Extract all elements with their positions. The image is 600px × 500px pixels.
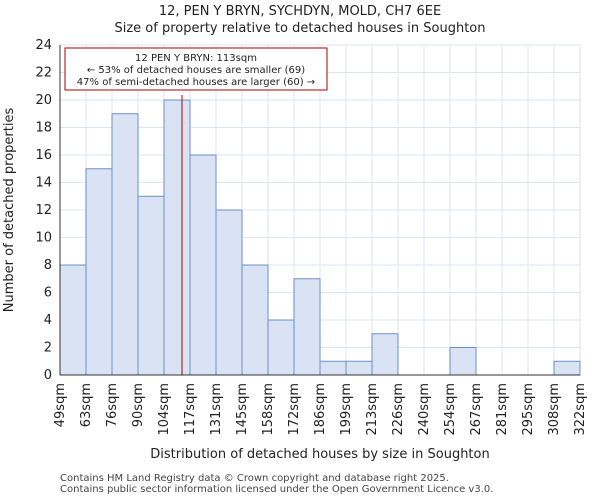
annotation-line-2: ← 53% of detached houses are smaller (69… (87, 65, 305, 76)
x-tick-label: 240sqm (417, 383, 432, 436)
bar-145sqm (241, 264, 269, 376)
y-tick-label: 22 (35, 66, 52, 81)
x-tick-label: 267sqm (469, 383, 484, 436)
y-tick-label: 4 (44, 313, 52, 328)
x-tick-label: 145sqm (235, 383, 250, 436)
bar-213sqm (371, 333, 399, 376)
x-tick-label: 186sqm (313, 383, 328, 436)
y-tick-label: 6 (44, 286, 52, 301)
x-tick-label: 254sqm (443, 383, 458, 436)
x-tick-label: 199sqm (339, 383, 354, 436)
y-tick-label: 14 (35, 176, 52, 191)
y-tick-label: 12 (35, 203, 52, 218)
bar-172sqm (293, 278, 321, 376)
x-tick-label: 76sqm (105, 383, 120, 427)
x-tick-label: 308sqm (547, 383, 562, 436)
chart-subtitle: Size of property relative to detached ho… (114, 21, 486, 36)
x-tick-label: 104sqm (157, 383, 172, 436)
y-tick-label: 2 (44, 341, 52, 356)
footer-line-1: Contains HM Land Registry data © Crown c… (60, 473, 449, 484)
bar-254sqm (449, 347, 477, 376)
bar-186sqm (319, 360, 347, 376)
x-tick-label: 158sqm (261, 383, 276, 436)
annotation-line-3: 47% of semi-detached houses are larger (… (77, 77, 315, 88)
y-axis-label: Number of detached properties (2, 108, 17, 313)
y-tick-label: 10 (35, 231, 52, 246)
bar-76sqm (111, 113, 139, 376)
y-tick-label: 0 (44, 368, 52, 383)
x-tick-label: 295sqm (521, 383, 536, 436)
x-tick-label: 213sqm (365, 383, 380, 436)
footer-line-2: Contains public sector information licen… (60, 484, 494, 495)
annotation-rect (64, 47, 328, 91)
annotation-line-1: 12 PEN Y BRYN: 113sqm (135, 53, 257, 64)
bar-104sqm (163, 99, 191, 376)
y-tick-label: 24 (35, 38, 52, 53)
bar-308sqm (553, 360, 581, 376)
x-tick-label: 172sqm (287, 383, 302, 436)
y-tick-label: 8 (44, 258, 52, 273)
bar-63sqm (85, 168, 113, 376)
x-tick-label: 226sqm (391, 383, 406, 436)
axes (59, 45, 580, 376)
chart-title: 12, PEN Y BRYN, SYCHDYN, MOLD, CH7 6EE (158, 4, 442, 19)
y-tick-label: 16 (35, 148, 52, 163)
bar-131sqm (215, 209, 243, 376)
x-tick-labels: 49sqm 63sqm 76sqm 90sqm 104sqm 117sqm 131sqm 14… (53, 383, 588, 436)
x-tick-label: 49sqm (53, 383, 68, 427)
bar-199sqm (345, 360, 373, 376)
x-axis-label: Distribution of detached houses by size … (150, 447, 489, 462)
y-tick-label: 18 (35, 121, 52, 136)
bar-158sqm (267, 319, 295, 376)
y-tick-label: 20 (35, 93, 52, 108)
bars (59, 99, 581, 376)
x-tick-label: 322sqm (573, 383, 588, 436)
x-tick-label: 131sqm (209, 383, 224, 436)
x-tick-label: 281sqm (495, 383, 510, 436)
x-tick-label: 117sqm (183, 383, 198, 436)
annotation-box: 12 PEN Y BRYN: 113sqm ← 53% of detached … (64, 47, 328, 91)
x-tick-label: 63sqm (79, 383, 94, 427)
bar-49sqm (59, 264, 87, 376)
bar-90sqm (137, 195, 165, 376)
x-tick-label: 90sqm (131, 383, 146, 427)
bar-117sqm (189, 154, 217, 376)
